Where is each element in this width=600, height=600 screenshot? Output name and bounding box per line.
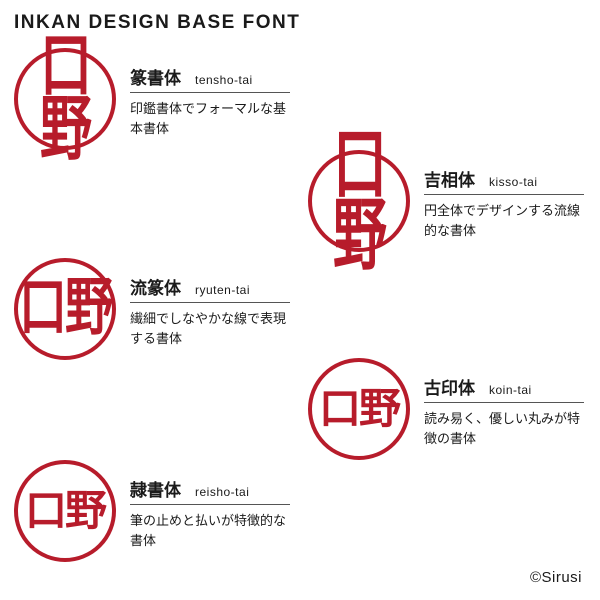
font-name-jp: 隷書体 <box>130 476 181 501</box>
font-item: 口野古印体 koin-tai 読み易く、優しい丸みが特徴の書体 <box>308 358 584 460</box>
font-desc: 円全体でデザインする流線的な書体 <box>424 201 584 240</box>
font-item: 口野流篆体 ryuten-tai 繊細でしなやかな線で表現する書体 <box>14 258 290 360</box>
font-desc: 印鑑書体でフォーマルな基本書体 <box>130 99 290 138</box>
hanko-seal: 口野 <box>14 258 116 360</box>
font-name-roman: ryuten-tai <box>195 283 250 297</box>
hanko-text: 口野 <box>19 281 111 337</box>
hanko-text: 口野 <box>18 36 112 162</box>
font-text-block: 流篆体 ryuten-tai 繊細でしなやかな線で表現する書体 <box>130 258 290 348</box>
hanko-seal: 口野 <box>308 358 410 460</box>
font-text-block: 古印体 koin-tai 読み易く、優しい丸みが特徴の書体 <box>424 358 584 448</box>
hanko-text: 口野 <box>312 131 406 272</box>
font-name-jp: 吉相体 <box>424 166 475 191</box>
font-name-jp: 流篆体 <box>130 274 181 299</box>
font-name-jp: 篆書体 <box>130 64 181 89</box>
hanko-text: 口野 <box>25 492 105 530</box>
font-name-roman: kisso-tai <box>489 175 538 189</box>
font-desc: 筆の止めと払いが特徴的な書体 <box>130 511 290 550</box>
hanko-text: 口野 <box>319 390 399 428</box>
hanko-seal: 口野 <box>14 460 116 562</box>
credit-label: ©Sirusi <box>530 569 582 586</box>
hanko-seal: 口野 <box>308 150 410 252</box>
font-desc: 繊細でしなやかな線で表現する書体 <box>130 309 290 348</box>
font-text-block: 篆書体 tensho-tai 印鑑書体でフォーマルな基本書体 <box>130 48 290 138</box>
font-item: 口野吉相体 kisso-tai 円全体でデザインする流線的な書体 <box>308 150 584 252</box>
font-item: 口野篆書体 tensho-tai 印鑑書体でフォーマルな基本書体 <box>14 48 290 150</box>
hanko-seal: 口野 <box>14 48 116 150</box>
font-name-row: 流篆体 ryuten-tai <box>130 274 290 303</box>
font-name-row: 篆書体 tensho-tai <box>130 64 290 93</box>
font-text-block: 吉相体 kisso-tai 円全体でデザインする流線的な書体 <box>424 150 584 240</box>
font-item: 口野隷書体 reisho-tai 筆の止めと払いが特徴的な書体 <box>14 460 290 562</box>
font-name-roman: reisho-tai <box>195 485 249 499</box>
font-desc: 読み易く、優しい丸みが特徴の書体 <box>424 409 584 448</box>
font-name-row: 隷書体 reisho-tai <box>130 476 290 505</box>
font-name-roman: koin-tai <box>489 383 532 397</box>
font-name-row: 古印体 koin-tai <box>424 374 584 403</box>
font-name-jp: 古印体 <box>424 374 475 399</box>
font-name-roman: tensho-tai <box>195 73 253 87</box>
font-text-block: 隷書体 reisho-tai 筆の止めと払いが特徴的な書体 <box>130 460 290 550</box>
font-name-row: 吉相体 kisso-tai <box>424 166 584 195</box>
